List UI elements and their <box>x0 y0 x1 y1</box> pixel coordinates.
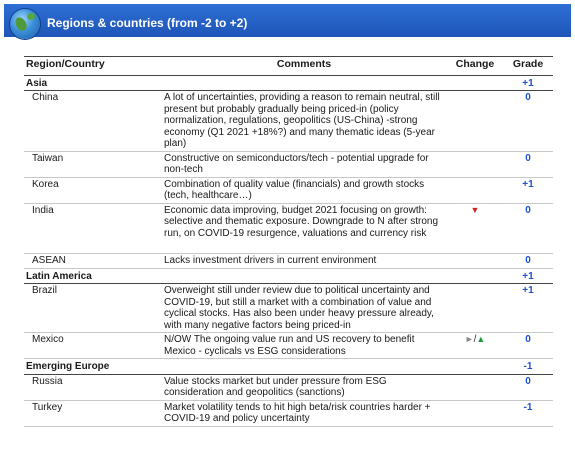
country-comment: A lot of uncertainties, providing a reas… <box>161 90 447 152</box>
country-row-turkey: Turkey Market volatility tends to hit hi… <box>24 400 553 427</box>
grade-value: 0 <box>503 90 553 152</box>
country-comment: Constructive on semiconductors/tech - po… <box>161 151 447 178</box>
country-comment: Economic data improving, budget 2021 foc… <box>161 203 447 254</box>
right-arrow-icon: ► <box>464 334 474 344</box>
section-title: Regions & countries (from -2 to +2) <box>47 16 248 30</box>
col-header-comments: Comments <box>161 56 447 76</box>
country-row-india: India Economic data improving, budget 20… <box>24 203 553 254</box>
slash-separator: / <box>473 334 477 345</box>
country-name: Korea <box>24 177 161 204</box>
grade-value: -1 <box>503 400 553 427</box>
country-row-russia: Russia Value stocks market but under pre… <box>24 374 553 401</box>
country-comment: Value stocks market but under pressure f… <box>161 374 447 401</box>
country-comment: Market volatility tends to hit high beta… <box>161 400 447 427</box>
grade-value: 0 <box>503 374 553 401</box>
country-comment: N/OW The ongoing value run and US recove… <box>161 332 447 359</box>
grade-value: +1 <box>503 177 553 204</box>
regions-table: Region/Country Comments Change Grade Asi… <box>24 56 553 427</box>
down-arrow-icon: ▼ <box>470 204 480 215</box>
up-arrow-icon: ▲ <box>476 334 486 344</box>
country-name: Russia <box>24 374 161 401</box>
grade-value: -1 <box>503 358 553 375</box>
country-name: Taiwan <box>24 151 161 178</box>
country-name: Turkey <box>24 400 161 427</box>
table-header-row: Region/Country Comments Change Grade <box>24 56 553 76</box>
grade-value: +1 <box>503 268 553 284</box>
col-header-grade: Grade <box>503 56 553 76</box>
change-indicator: ►/▲ <box>447 332 503 359</box>
country-comment: Lacks investment drivers in current envi… <box>161 253 447 269</box>
grade-value: 0 <box>503 332 553 359</box>
country-name: India <box>24 203 161 254</box>
change-indicator: ▼ <box>447 203 503 254</box>
country-comment: Overweight still under review due to pol… <box>161 283 447 333</box>
country-row-asean: ASEAN Lacks investment drivers in curren… <box>24 253 553 269</box>
country-row-mexico: Mexico N/OW The ongoing value run and US… <box>24 332 553 359</box>
col-header-region: Region/Country <box>24 56 161 76</box>
country-row-korea: Korea Combination of quality value (fina… <box>24 177 553 204</box>
region-row-asia: Asia +1 <box>24 75 553 91</box>
region-row-emerging-europe: Emerging Europe -1 <box>24 358 553 375</box>
country-row-taiwan: Taiwan Constructive on semiconductors/te… <box>24 151 553 178</box>
region-row-latin-america: Latin America +1 <box>24 268 553 284</box>
section-header: Regions & countries (from -2 to +2) <box>4 4 571 39</box>
country-name: Brazil <box>24 283 161 333</box>
grade-value: 0 <box>503 253 553 269</box>
country-name: Mexico <box>24 332 161 359</box>
country-name: ASEAN <box>24 253 161 269</box>
grade-value: 0 <box>503 151 553 178</box>
country-row-china: China A lot of uncertainties, providing … <box>24 90 553 152</box>
grade-value: +1 <box>503 283 553 333</box>
region-name: Asia <box>24 75 161 91</box>
region-name: Latin America <box>24 268 161 284</box>
grade-value: 0 <box>503 203 553 254</box>
country-row-brazil: Brazil Overweight still under review due… <box>24 283 553 333</box>
globe-icon <box>10 9 40 39</box>
country-name: China <box>24 90 161 152</box>
grade-value: +1 <box>503 75 553 91</box>
country-comment: Combination of quality value (financials… <box>161 177 447 204</box>
col-header-change: Change <box>447 56 503 76</box>
region-name: Emerging Europe <box>24 358 161 375</box>
